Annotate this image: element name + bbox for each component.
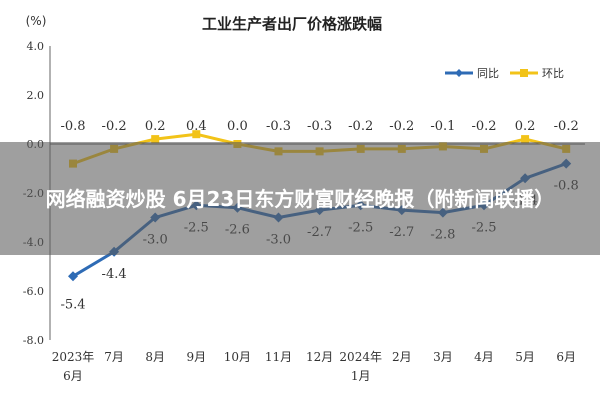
data-label: 0.2 [515, 119, 536, 134]
x-tick-label: 6月 [63, 369, 83, 383]
x-tick-label: 2023年 [52, 350, 95, 364]
data-label: -0.2 [102, 119, 127, 134]
data-label: -0.2 [471, 119, 496, 134]
data-label: -0.2 [389, 119, 414, 134]
data-label: 0.0 [227, 119, 248, 134]
y-tick-label: 2.0 [27, 89, 45, 102]
x-tick-label: 10月 [224, 350, 251, 364]
data-label: 0.4 [186, 119, 207, 134]
x-tick-label: 3月 [433, 350, 453, 364]
data-label: -0.3 [307, 119, 332, 134]
data-label: -5.4 [60, 297, 85, 312]
headline-text: 网络融资炒股 6月23日东方财富财经晚报（附新闻联播） [45, 186, 555, 211]
x-tick-label: 8月 [145, 350, 165, 364]
chart-title: 工业生产者出厂价格涨跌幅 [202, 15, 382, 33]
data-label: -0.2 [348, 119, 373, 134]
x-tick-label: 12月 [306, 350, 333, 364]
x-tick-label: 4月 [474, 350, 494, 364]
x-tick-label: 2024年 [339, 350, 382, 364]
y-tick-label: -6.0 [23, 285, 44, 298]
data-point [521, 135, 530, 144]
x-tick-label: 5月 [515, 350, 535, 364]
legend-label: 环比 [542, 67, 564, 80]
x-tick-label: 1月 [351, 369, 371, 383]
legend-marker [455, 69, 463, 77]
data-label: -0.8 [60, 119, 85, 134]
x-tick-label: 6月 [556, 350, 576, 364]
x-tick-label: 9月 [186, 350, 206, 364]
legend-label: 同比 [477, 67, 499, 80]
data-label: 0.2 [145, 119, 166, 134]
y-tick-label: 4.0 [27, 40, 45, 53]
data-point [68, 271, 78, 282]
data-point [192, 130, 201, 139]
y-tick-label: -8.0 [23, 334, 44, 347]
legend-marker [520, 69, 528, 77]
x-tick-label: 7月 [104, 350, 124, 364]
data-label: -4.4 [102, 267, 127, 282]
y-axis-label: (%) [26, 14, 47, 28]
data-point [151, 135, 160, 144]
data-label: -0.1 [430, 119, 455, 134]
data-label: -0.2 [554, 119, 579, 134]
x-tick-label: 11月 [265, 350, 292, 364]
x-tick-label: 2月 [392, 350, 412, 364]
data-label: -0.3 [266, 119, 291, 134]
headline-banner[interactable]: 网络融资炒股 6月23日东方财富财经晚报（附新闻联播） [0, 142, 600, 255]
